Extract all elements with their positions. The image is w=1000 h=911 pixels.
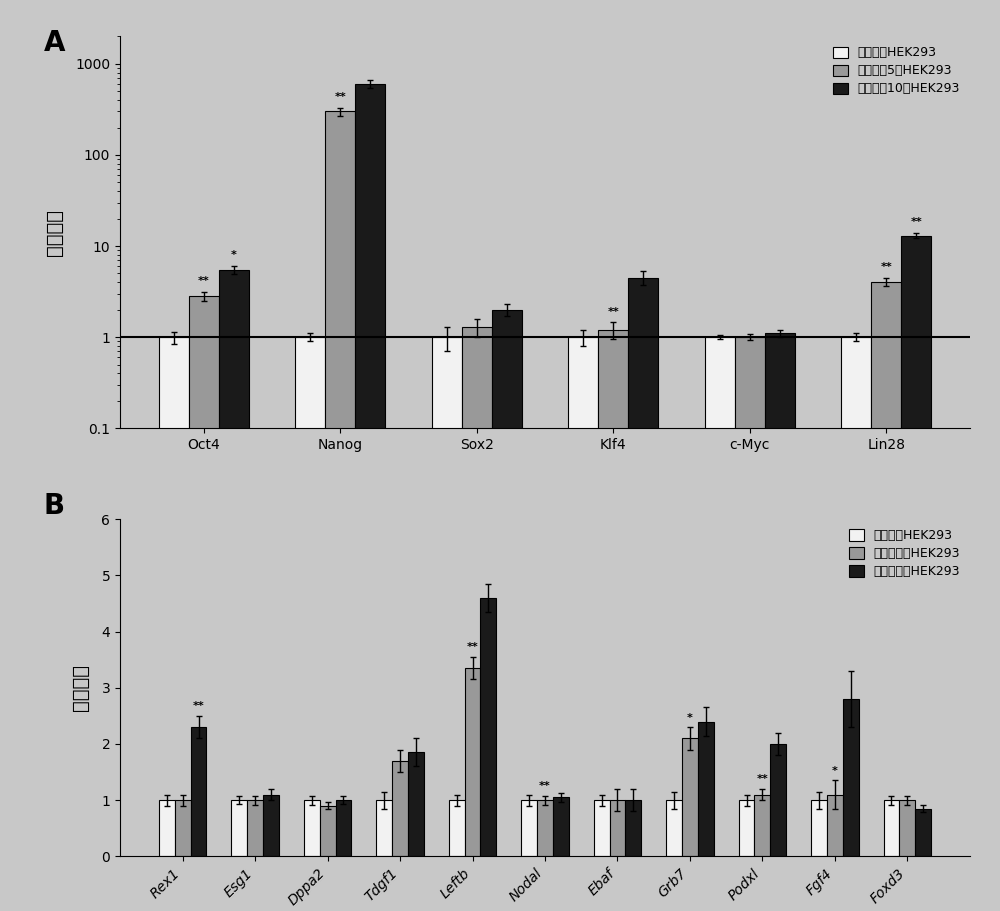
Y-axis label: 倍数变化: 倍数变化 [45, 209, 64, 256]
Bar [247, 800, 263, 856]
Text: **: ** [910, 217, 922, 227]
Bar [553, 797, 569, 856]
Bar [231, 800, 247, 856]
Bar [827, 794, 843, 856]
Bar [765, 333, 795, 911]
Bar [594, 800, 610, 856]
Legend: 单层培兿HEK293, 成球培兿5天HEK293, 成球培兿10天HEK293: 单层培兿HEK293, 成球培兿5天HEK293, 成球培兿10天HEK293 [829, 43, 964, 99]
Bar [392, 761, 408, 856]
Text: *: * [687, 712, 693, 722]
Bar [480, 598, 496, 856]
Bar [492, 310, 522, 911]
Bar [884, 800, 899, 856]
Bar [568, 337, 598, 911]
Bar [462, 327, 492, 911]
Text: A: A [44, 28, 65, 56]
Bar [705, 337, 735, 911]
Text: *: * [832, 766, 838, 776]
Bar [625, 800, 641, 856]
Bar [901, 236, 931, 911]
Bar [899, 800, 915, 856]
Bar [159, 337, 189, 911]
Bar [449, 800, 465, 856]
Text: B: B [44, 492, 65, 520]
Bar [843, 699, 859, 856]
Bar [465, 668, 480, 856]
Bar [754, 794, 770, 856]
Bar [408, 752, 424, 856]
Bar [295, 337, 325, 911]
Bar [770, 744, 786, 856]
Text: **: ** [198, 276, 210, 286]
Text: **: ** [467, 642, 478, 652]
Legend: 单层培兿HEK293, 成球天培兿HEK293, 成球天培兿HEK293: 单层培兿HEK293, 成球天培兿HEK293, 成球天培兿HEK293 [845, 526, 964, 582]
Bar [191, 727, 206, 856]
Bar [915, 809, 931, 856]
Bar [376, 800, 392, 856]
Text: **: ** [607, 307, 619, 317]
Bar [304, 800, 320, 856]
Bar [521, 800, 537, 856]
Bar [320, 805, 336, 856]
Bar [811, 800, 827, 856]
Bar [735, 337, 765, 911]
Y-axis label: 倍数变化: 倍数变化 [71, 664, 90, 711]
Bar [355, 84, 385, 911]
Bar [598, 330, 628, 911]
Bar [666, 800, 682, 856]
Bar [159, 800, 175, 856]
Bar [871, 282, 901, 911]
Bar [610, 800, 625, 856]
Bar [537, 800, 553, 856]
Text: **: ** [539, 781, 551, 791]
Bar [739, 800, 754, 856]
Bar [325, 111, 355, 911]
Text: **: ** [757, 774, 768, 784]
Bar [263, 794, 279, 856]
Bar [628, 278, 658, 911]
Bar [189, 296, 219, 911]
Bar [682, 738, 698, 856]
Bar [175, 800, 191, 856]
Bar [219, 270, 249, 911]
Bar [432, 337, 462, 911]
Text: **: ** [334, 92, 346, 102]
Bar [841, 337, 871, 911]
Bar [698, 722, 714, 856]
Bar [336, 800, 351, 856]
Text: **: ** [880, 262, 892, 272]
Text: *: * [231, 250, 237, 260]
Text: **: ** [193, 701, 204, 711]
